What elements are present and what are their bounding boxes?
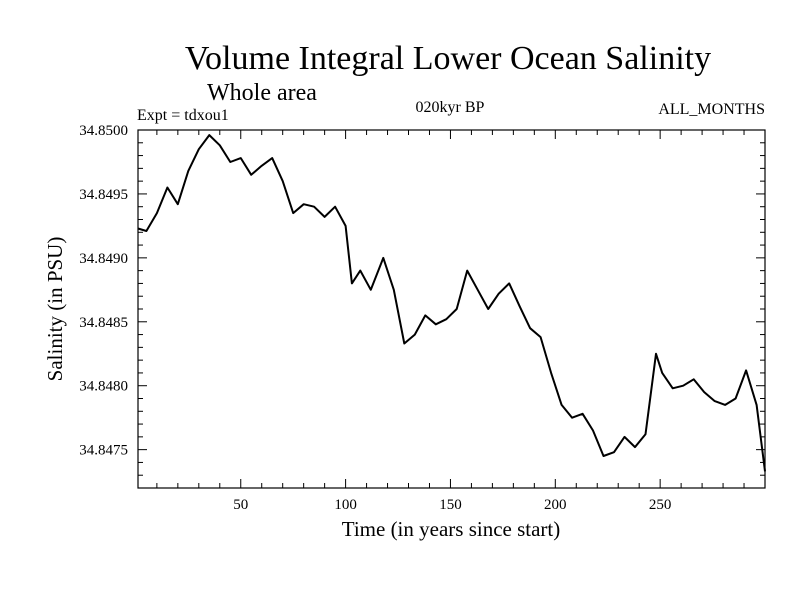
x-tick-label: 200 bbox=[544, 497, 567, 513]
salinity-series-line bbox=[137, 134, 766, 472]
y-tick-label: 34.8495 bbox=[79, 187, 128, 203]
chart-subtitle: Whole area bbox=[207, 80, 317, 106]
y-tick-label: 34.8500 bbox=[79, 123, 128, 139]
x-axis-ticks bbox=[156, 130, 745, 488]
x-tick-label: 150 bbox=[439, 497, 462, 513]
x-axis-tick-labels: 50 100 150 200 250 bbox=[233, 497, 671, 513]
expt-annotation: Expt = tdxou1 bbox=[137, 107, 229, 124]
plot-frame bbox=[137, 129, 766, 489]
y-tick-label: 34.8490 bbox=[79, 251, 128, 267]
x-tick-label: 50 bbox=[233, 497, 248, 513]
y-axis-tick-labels: 34.8475 34.8480 34.8485 34.8490 34.8495 34.85… bbox=[79, 123, 128, 459]
x-axis-label: Time (in years since start) bbox=[342, 517, 561, 541]
x-tick-label: 100 bbox=[334, 497, 357, 513]
y-axis-ticks bbox=[138, 129, 765, 476]
months-annotation: ALL_MONTHS bbox=[658, 101, 765, 118]
y-axis-label: Salinity (in PSU) bbox=[43, 237, 67, 382]
y-tick-label: 34.8480 bbox=[79, 379, 128, 395]
y-tick-label: 34.8485 bbox=[79, 315, 128, 331]
chart-title: Volume Integral Lower Ocean Salinity bbox=[185, 40, 711, 77]
period-annotation: 020kyr BP bbox=[416, 99, 485, 116]
x-tick-label: 250 bbox=[649, 497, 672, 513]
y-tick-label: 34.8475 bbox=[79, 443, 128, 459]
